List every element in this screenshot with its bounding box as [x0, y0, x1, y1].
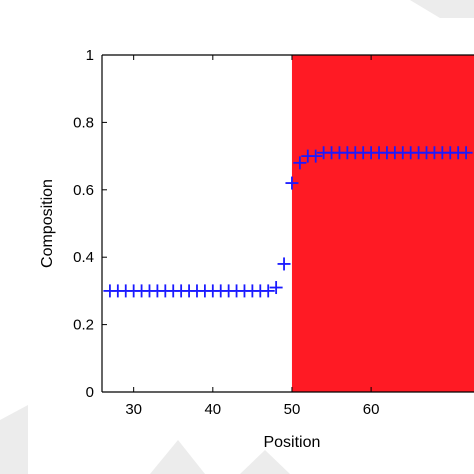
data-point — [261, 284, 275, 298]
tick-marks — [102, 54, 372, 393]
y-tick-label: 0.2 — [73, 317, 94, 334]
shaded-region — [291, 55, 474, 392]
data-point — [459, 146, 473, 160]
y-tick-label: 0.4 — [73, 249, 94, 266]
x-tick-label: 50 — [284, 401, 301, 418]
y-tick-label: 0.6 — [73, 182, 94, 199]
data-point — [293, 156, 307, 170]
axes — [101, 54, 474, 393]
data-point — [277, 257, 291, 271]
y-tick-label: 0 — [86, 384, 94, 401]
data-point — [285, 176, 299, 190]
y-axis-label: Composition — [39, 179, 56, 268]
x-tick-label: 60 — [363, 401, 380, 418]
data-point — [309, 149, 323, 163]
y-tick-label: 0.8 — [73, 114, 94, 131]
x-axis-label: Position — [263, 434, 320, 451]
y-tick-label: 1 — [86, 47, 94, 64]
data-point — [269, 281, 283, 295]
data-markers — [103, 146, 473, 298]
x-tick-label: 40 — [204, 401, 221, 418]
x-tick-label: 30 — [125, 401, 142, 418]
tick-labels: 30 40 50 60 0 0.2 0.4 0.6 0.8 1 — [73, 47, 379, 418]
